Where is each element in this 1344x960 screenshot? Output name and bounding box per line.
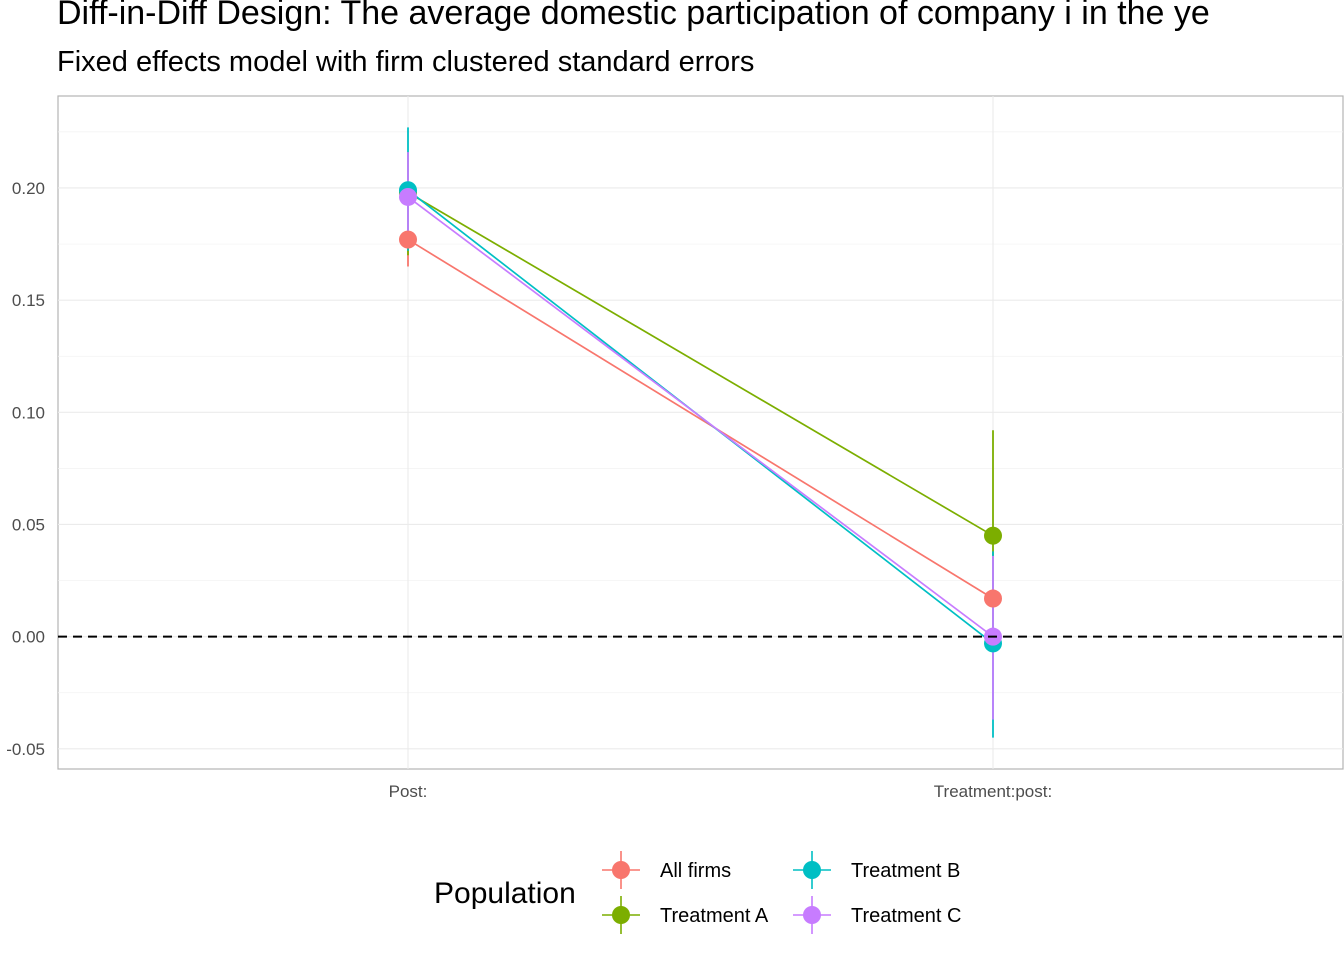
data-point (984, 526, 1002, 545)
y-tick-label: 0.20 (12, 179, 45, 198)
y-tick-label: 0.00 (12, 628, 45, 647)
plot-panel (57, 95, 1344, 770)
legend-label: Treatment A (660, 905, 769, 927)
legend-key-point (803, 861, 821, 879)
legend-label: All firms (660, 860, 731, 882)
legend-key (793, 851, 831, 889)
data-point (399, 187, 417, 206)
legend-key-point (803, 906, 821, 924)
series-line (407, 196, 994, 638)
legend-key-point (612, 906, 630, 924)
y-tick-label: -0.05 (6, 740, 45, 759)
series-line (407, 191, 994, 537)
minor-gridlines (58, 131, 1343, 694)
y-tick-label: 0.10 (12, 403, 45, 422)
legend-key (602, 896, 640, 934)
legend-key (793, 896, 831, 934)
series-lines (407, 189, 994, 645)
data-point (399, 230, 417, 249)
chart-subtitle: Fixed effects model with firm clustered … (57, 46, 755, 78)
x-tick-label: Treatment:post: (934, 782, 1052, 801)
x-axis: Post: Treatment:post: (389, 782, 1053, 801)
series-points (399, 181, 1002, 653)
legend: Population All firms Treatment A Treatment… (434, 851, 961, 934)
legend-key (602, 851, 640, 889)
legend-label: Treatment C (851, 905, 961, 927)
y-tick-label: 0.05 (12, 515, 45, 534)
series-line (407, 238, 994, 600)
chart-title: Diff-in-Diff Design: The average domesti… (57, 0, 1210, 32)
legend-title: Population (434, 877, 576, 910)
x-tick-label: Post: (389, 782, 428, 801)
y-axis: -0.05 0.00 0.05 0.10 0.15 0.20 (6, 179, 45, 759)
legend-key-point (612, 861, 630, 879)
legend-label: Treatment B (851, 860, 960, 882)
data-point (984, 589, 1002, 608)
y-tick-label: 0.15 (12, 291, 45, 310)
